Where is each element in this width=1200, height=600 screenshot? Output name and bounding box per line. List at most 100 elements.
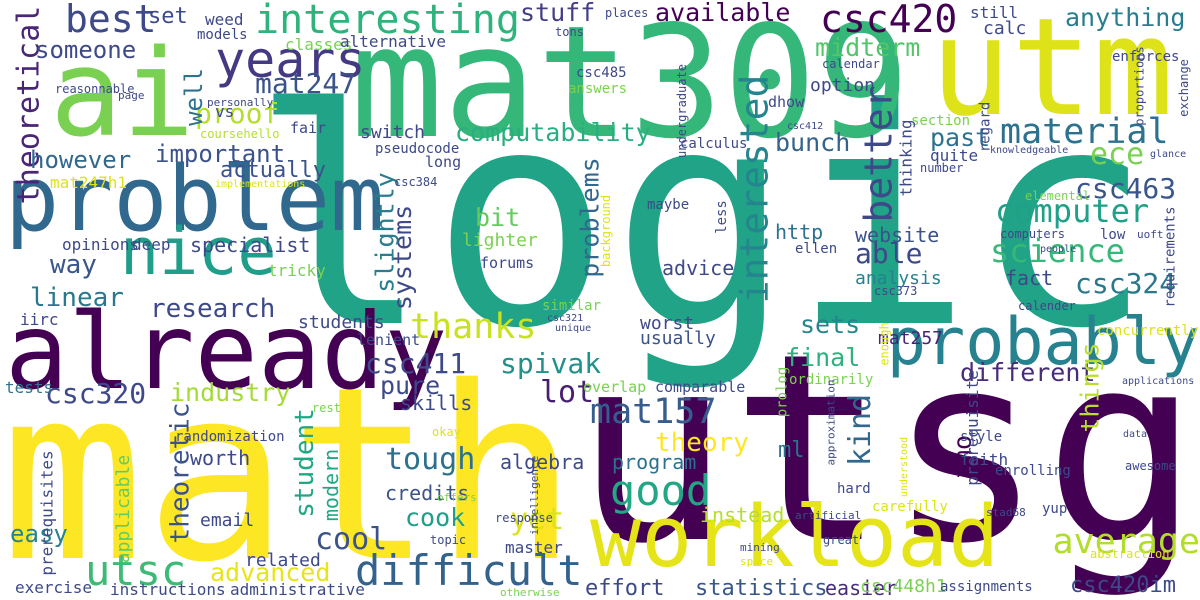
- word-easier: easier: [825, 576, 898, 600]
- word-space: space: [740, 555, 774, 568]
- word-prerequisites: prerequisites: [37, 450, 57, 576]
- word-cool: cool: [315, 522, 388, 557]
- word-final: final: [785, 343, 861, 372]
- word-enforces: enforces: [1112, 49, 1180, 65]
- word-way: way: [50, 250, 97, 280]
- word-program: program: [612, 450, 697, 474]
- word-science: science: [990, 232, 1125, 270]
- word-assignments: assignments: [940, 579, 1033, 595]
- word-pseudocode: pseudocode: [375, 141, 460, 157]
- word-calender: calender: [1018, 299, 1076, 313]
- word-data: data: [1123, 429, 1148, 440]
- word-csc412: csc412: [787, 121, 824, 132]
- word-reasonnable: reasonnable: [55, 82, 135, 96]
- word-low: low: [1100, 227, 1126, 243]
- word-advanced: advanced: [210, 558, 331, 587]
- word-interesting: interesting: [255, 0, 520, 43]
- word-theoretic: theoretic: [165, 402, 196, 544]
- word-utm: utm: [930, 0, 1174, 146]
- word-good: good: [610, 466, 712, 515]
- word-similar: similar: [542, 298, 602, 314]
- word-workload: workload: [590, 488, 1000, 587]
- word-best: best: [65, 0, 157, 41]
- word-linear: linear: [30, 283, 124, 313]
- word-option: option: [810, 75, 876, 96]
- word-effort: effort: [585, 576, 665, 600]
- word-average: average: [1052, 522, 1200, 562]
- word-calc: calc: [983, 18, 1027, 39]
- word-approximation: approximation: [824, 379, 838, 466]
- word-tricky: tricky: [268, 261, 326, 280]
- word-concurrently: concurrently: [1097, 323, 1199, 339]
- word-already: already: [5, 291, 448, 413]
- word-ai: ai: [50, 25, 195, 164]
- word-someone: someone: [35, 36, 137, 64]
- word-usually: usually: [640, 328, 716, 349]
- word-kind: kind: [843, 393, 879, 467]
- word-math: math: [0, 335, 578, 600]
- word-csc324: csc324: [1075, 267, 1177, 300]
- word-exchange: exchange: [1176, 59, 1191, 117]
- word-yet: yet: [510, 502, 565, 537]
- word-logic: logic: [250, 45, 1154, 394]
- word-thanks: thanks: [410, 307, 537, 347]
- word-proportions: proportions: [1132, 46, 1147, 126]
- word-mining: mining: [740, 541, 780, 554]
- word-offers: offers: [437, 491, 477, 504]
- word-places: places: [605, 6, 649, 20]
- word-okay: okay: [432, 425, 461, 439]
- word-long: long: [425, 153, 462, 171]
- word-calculus: calculus: [680, 136, 748, 152]
- word-applications: applications: [1122, 376, 1195, 387]
- word-proof: proof: [195, 97, 280, 130]
- word-set: set: [148, 4, 188, 29]
- word-rest: rest: [312, 401, 341, 415]
- word-utsc: utsc: [85, 546, 187, 595]
- word-abstraction: abstraction: [1090, 547, 1170, 561]
- word-glance: glance: [1150, 149, 1187, 160]
- word-advice: advice: [662, 256, 735, 280]
- word-topic: topic: [430, 533, 467, 547]
- word-page: page: [118, 89, 145, 102]
- word-implementations: implementations: [215, 179, 306, 190]
- word-tough: tough: [385, 442, 476, 477]
- word-probably: probably: [886, 305, 1200, 380]
- word-lenient: lenient: [357, 331, 421, 349]
- word-sets: sets: [800, 310, 861, 339]
- word-csc420im: csc420im: [1070, 573, 1176, 598]
- word-analysis: analysis: [855, 268, 942, 289]
- word-models: models: [197, 27, 248, 43]
- word-past: past: [930, 123, 991, 152]
- word-students: students: [298, 312, 385, 333]
- word-personally: personally: [207, 96, 274, 109]
- word-background: background: [599, 194, 614, 268]
- word-statistics: statistics: [695, 576, 828, 600]
- word-bit: bit: [475, 203, 521, 232]
- word-style: style: [960, 429, 1003, 445]
- word-midterm: midterm: [815, 33, 921, 62]
- word-dhow: dhow: [768, 93, 805, 111]
- word-exercise: exercise: [15, 578, 93, 597]
- word-credits: credits: [385, 481, 470, 505]
- word-prolog: prolog: [774, 366, 791, 418]
- word-alternative: alternative: [340, 32, 446, 51]
- word-spivak: spivak: [500, 347, 602, 380]
- word-enough: enough: [877, 322, 892, 366]
- word-http: http: [775, 220, 824, 244]
- word-research: research: [150, 294, 276, 324]
- word-overlap: overlap: [583, 378, 647, 396]
- word-csc485: csc485: [576, 65, 627, 81]
- word-utsg: utsg: [573, 299, 1200, 600]
- word-forums: forums: [480, 254, 535, 272]
- word-thinking: thinking: [896, 119, 916, 197]
- word-mat257: mat257: [878, 328, 944, 349]
- word-ordinarily: ordinarily: [789, 372, 874, 388]
- word-csc373: csc373: [874, 284, 918, 298]
- word-ece: ece: [1090, 137, 1145, 172]
- word-csc321: csc321: [547, 313, 584, 324]
- word-things: things: [1075, 342, 1105, 433]
- word-fair: fair: [290, 119, 327, 137]
- word-email: email: [200, 510, 255, 531]
- word-difficult: difficult: [355, 546, 583, 595]
- word-administrative: administrative: [230, 580, 365, 599]
